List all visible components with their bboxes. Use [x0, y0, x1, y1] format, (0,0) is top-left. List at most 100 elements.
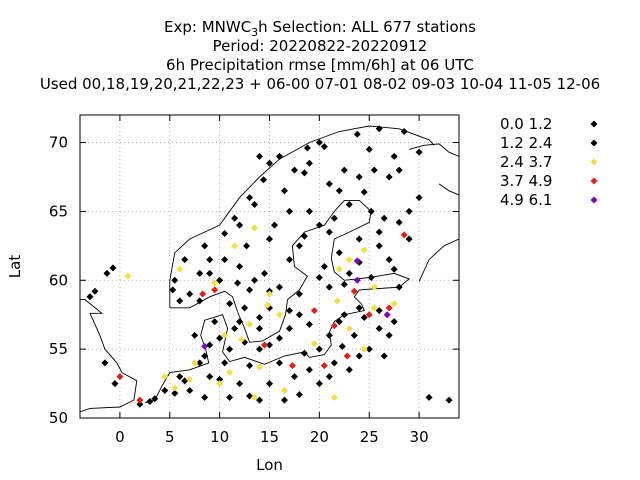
station-point [330, 359, 338, 367]
legend-label: 3.7 4.9 [500, 172, 552, 190]
station-point [310, 307, 318, 315]
coastline [80, 299, 138, 413]
coastline [408, 143, 459, 157]
station-point [196, 269, 204, 277]
station-point [246, 194, 254, 202]
station-point [295, 311, 303, 319]
station-point [315, 274, 323, 282]
station-point [256, 396, 264, 404]
coastline [169, 125, 435, 308]
station-point [315, 221, 323, 229]
station-point [295, 242, 303, 250]
station-point [315, 380, 323, 388]
station-point [360, 345, 368, 353]
station-point [251, 393, 259, 401]
station-point [266, 159, 273, 167]
station-point [256, 313, 264, 321]
station-point [280, 187, 288, 195]
station-point [146, 397, 154, 405]
title-line-1: Exp: MNWC3h Selection: ALL 677 stations [164, 18, 476, 39]
station-point [216, 276, 224, 284]
station-point [264, 301, 272, 309]
title-subscript: 3 [251, 26, 259, 39]
station-point [335, 318, 343, 326]
legend-label: 4.9 6.1 [500, 191, 552, 209]
station-point [196, 297, 204, 305]
station-point [191, 359, 199, 367]
station-point [375, 242, 383, 250]
station-point [325, 373, 333, 381]
station-point [238, 335, 246, 343]
station-point [390, 318, 398, 326]
station-point [335, 187, 343, 195]
x-tick-label: 10 [210, 428, 229, 446]
station-point [216, 334, 224, 342]
station-point [221, 256, 229, 264]
legend-marker [590, 158, 598, 166]
station-point [266, 290, 273, 298]
station-point [350, 287, 358, 295]
station-point [181, 377, 189, 385]
station-point [246, 286, 254, 294]
station-point [226, 300, 234, 308]
station-point [199, 290, 207, 298]
station-point [201, 342, 209, 350]
station-point [325, 331, 333, 339]
station-point [375, 125, 383, 133]
station-point [320, 362, 328, 370]
station-point [325, 283, 333, 291]
station-point [266, 380, 273, 388]
station-point [315, 139, 323, 147]
station-point [221, 359, 229, 367]
x-tick-label: 25 [360, 428, 379, 446]
station-point [300, 349, 308, 357]
station-point [91, 287, 99, 295]
station-point [246, 320, 254, 328]
station-point [270, 221, 278, 229]
station-point [231, 324, 239, 332]
station-point [226, 393, 234, 401]
y-tick-label: 60 [49, 271, 68, 289]
station-point [285, 207, 293, 215]
station-point [103, 269, 111, 277]
station-point [365, 145, 373, 153]
station-point [385, 331, 393, 339]
station-point [246, 362, 254, 370]
station-point [330, 322, 338, 330]
station-point [186, 386, 194, 394]
station-point [345, 366, 353, 374]
station-point [415, 148, 423, 156]
station-point [161, 386, 169, 394]
station-point [191, 331, 199, 339]
station-point [380, 352, 388, 360]
station-point [186, 290, 194, 298]
station-point [181, 256, 189, 264]
station-point [201, 393, 209, 401]
station-point [109, 264, 117, 272]
station-point [353, 276, 361, 284]
station-point [295, 290, 303, 298]
station-point [206, 373, 214, 381]
station-point [266, 235, 273, 243]
station-point [325, 180, 333, 188]
station-point [365, 311, 373, 319]
station-point [320, 143, 328, 151]
station-point [400, 128, 408, 136]
station-point [355, 304, 363, 312]
axis-ticks: 0 5 10 15 20 25 30 50 55 60 65 70 [49, 115, 459, 446]
station-point [350, 331, 358, 339]
legend-marker [590, 177, 598, 185]
station-point [367, 207, 375, 215]
station-point [305, 159, 313, 167]
station-point [201, 352, 209, 360]
station-point [260, 176, 268, 184]
station-point [261, 341, 269, 349]
station-point [124, 272, 132, 280]
station-point [355, 352, 363, 360]
station-point [390, 300, 398, 308]
station-point [395, 283, 403, 291]
y-tick-label: 55 [49, 340, 68, 358]
station-point [256, 152, 264, 160]
station-point [340, 311, 348, 319]
